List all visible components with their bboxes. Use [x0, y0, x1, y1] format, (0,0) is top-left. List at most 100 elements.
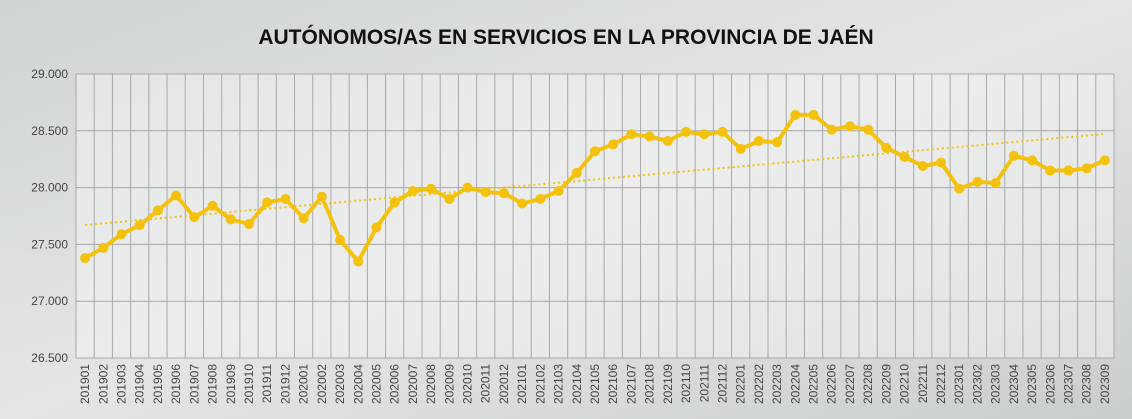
point	[608, 139, 619, 150]
point	[389, 197, 400, 208]
point	[717, 126, 728, 137]
point	[753, 136, 764, 147]
point	[735, 143, 746, 154]
point	[1045, 165, 1056, 176]
point	[644, 131, 655, 142]
x-tick-label: 202209	[879, 364, 893, 404]
point	[972, 176, 983, 187]
point	[844, 121, 855, 132]
point	[662, 136, 673, 147]
x-tick-label: 202309	[1098, 364, 1112, 404]
x-tick-label: 201908	[206, 364, 220, 404]
x-tick-label: 202205	[807, 364, 821, 404]
point	[189, 212, 200, 223]
point	[316, 191, 327, 202]
x-tick-label: 202110	[679, 364, 693, 403]
point	[280, 193, 291, 204]
x-tick-label: 202211	[916, 364, 930, 403]
point	[517, 198, 528, 209]
y-tick-label: 27.000	[31, 294, 68, 308]
x-tick-label: 202112	[715, 364, 729, 403]
point	[535, 193, 546, 204]
y-tick-label: 28.500	[31, 124, 68, 138]
x-tick-label: 202108	[643, 364, 657, 404]
x-tick-label: 202307	[1061, 364, 1075, 404]
point	[371, 222, 382, 233]
x-tick-label: 202206	[825, 364, 839, 404]
x-tick-label: 202008	[424, 364, 438, 404]
point	[590, 146, 600, 157]
point	[1081, 163, 1092, 174]
y-tick-label: 28.000	[31, 181, 68, 195]
x-tick-label: 202304	[1007, 364, 1021, 404]
point	[917, 161, 928, 172]
point	[353, 256, 364, 267]
point	[262, 197, 273, 208]
x-tick-label: 202103	[552, 364, 566, 404]
x-tick-label: 202104	[570, 364, 584, 404]
x-tick-label: 202302	[970, 364, 984, 404]
point	[225, 214, 236, 225]
point	[936, 157, 946, 168]
x-tick-label: 202007	[406, 364, 420, 404]
x-tick-label: 202301	[952, 364, 966, 404]
point	[98, 242, 109, 253]
point	[152, 205, 163, 216]
x-tick-label: 201906	[169, 364, 183, 404]
point	[498, 188, 509, 199]
point	[790, 109, 801, 120]
point	[480, 187, 491, 198]
x-tick-label: 201912	[278, 364, 292, 404]
x-tick-label: 201911	[260, 364, 274, 403]
point	[116, 229, 127, 240]
point	[553, 186, 564, 197]
x-tick-label: 202306	[1043, 364, 1057, 404]
x-tick-label: 201909	[224, 364, 238, 404]
x-tick-label: 202201	[734, 364, 748, 404]
point	[1099, 155, 1110, 166]
point	[407, 186, 418, 197]
x-tick-label: 202004	[351, 364, 365, 404]
x-tick-label: 202207	[843, 364, 857, 404]
point	[681, 126, 692, 137]
x-tick-label: 202106	[606, 364, 620, 404]
plot-area	[76, 74, 1114, 358]
point	[462, 182, 473, 193]
point	[699, 129, 710, 140]
x-tick-label: 201902	[96, 364, 110, 404]
y-tick-label: 26.500	[31, 351, 68, 365]
x-tick-label: 202005	[369, 364, 383, 404]
point	[207, 200, 218, 211]
point	[134, 220, 145, 231]
point	[863, 124, 874, 135]
point	[808, 109, 819, 120]
x-tick-label: 202212	[934, 364, 948, 404]
chart-title: AUTÓNOMOS/AS EN SERVICIOS EN LA PROVINCI…	[258, 25, 873, 49]
x-tick-label: 202102	[533, 364, 547, 404]
x-tick-label: 202111	[697, 364, 711, 403]
x-tick-label: 202107	[624, 364, 638, 404]
point	[899, 151, 910, 162]
x-tick-label: 202204	[788, 364, 802, 404]
trendline	[85, 132, 1105, 227]
x-tick-label: 202303	[989, 364, 1003, 404]
x-tick-label: 201910	[242, 364, 256, 404]
x-tick-label: 201905	[151, 364, 165, 404]
x-tick-label: 202009	[442, 364, 456, 404]
point	[881, 142, 892, 153]
x-tick-label: 202208	[861, 364, 875, 404]
point	[1027, 155, 1038, 166]
x-tick-label: 201903	[115, 364, 129, 404]
point	[772, 137, 783, 148]
point	[298, 213, 309, 224]
point	[444, 193, 455, 204]
point	[335, 234, 346, 245]
y-tick-label: 27.500	[31, 237, 68, 251]
x-tick-label: 202011	[479, 364, 493, 403]
x-tick-label: 202109	[661, 364, 675, 404]
x-tick-label: 202305	[1025, 364, 1039, 404]
x-tick-label: 201904	[133, 364, 147, 404]
point	[1063, 165, 1074, 176]
x-tick-label: 202001	[297, 364, 311, 404]
